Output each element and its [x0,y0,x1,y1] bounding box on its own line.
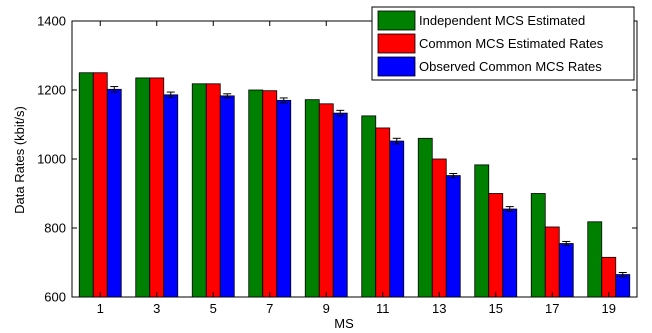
legend-swatch [377,10,416,31]
bar [92,72,108,298]
bar [474,164,490,298]
bar [601,256,617,298]
legend: Independent MCS Estimated Common MCS Esti… [371,6,635,81]
bar [417,137,433,298]
bar [219,95,235,298]
x-tick-label: 9 [323,301,330,316]
bar [149,77,165,298]
bar [587,221,603,298]
x-tick-label: 5 [210,301,217,316]
bar [163,94,179,298]
bar [106,88,122,298]
legend-box [371,6,635,81]
bar [332,112,348,298]
bar [361,115,377,298]
bar [248,89,264,298]
legend-label: Observed Common MCS Rates [419,59,602,74]
bar [375,127,391,298]
bar [78,72,94,298]
bar [530,193,546,298]
bar [502,208,518,298]
x-tick-label: 1 [97,301,104,316]
y-tick-label: 1000 [37,152,66,167]
bar [262,90,278,298]
bar [615,274,631,298]
bar [318,103,334,298]
bar [558,243,574,298]
bar [276,99,292,298]
bar [445,175,461,298]
x-tick-label: 17 [545,301,559,316]
y-tick-label: 1200 [37,83,66,98]
legend-swatch [377,56,416,77]
x-axis-title: MS [334,316,354,331]
x-tick-label: 11 [376,301,390,316]
legend-label: Common MCS Estimated Rates [419,36,604,51]
bar [488,193,504,298]
y-tick-label: 800 [44,221,66,236]
x-tick-label: 7 [266,301,273,316]
bar [389,140,405,298]
y-axis-title: Data Rates (kbit/s) [12,106,27,214]
x-tick-label: 19 [602,301,616,316]
x-tick-label: 13 [432,301,446,316]
legend-label: Independent MCS Estimated [419,13,585,28]
x-tick-label: 3 [153,301,160,316]
bar [135,77,151,298]
bar [304,99,320,298]
legend-swatch [377,33,416,54]
y-tick-label: 600 [44,290,66,305]
x-tick-label: 15 [489,301,503,316]
bar [544,226,560,298]
bar [431,158,447,298]
y-tick-label: 1400 [37,14,66,29]
bar [205,83,221,298]
bar [191,83,207,298]
